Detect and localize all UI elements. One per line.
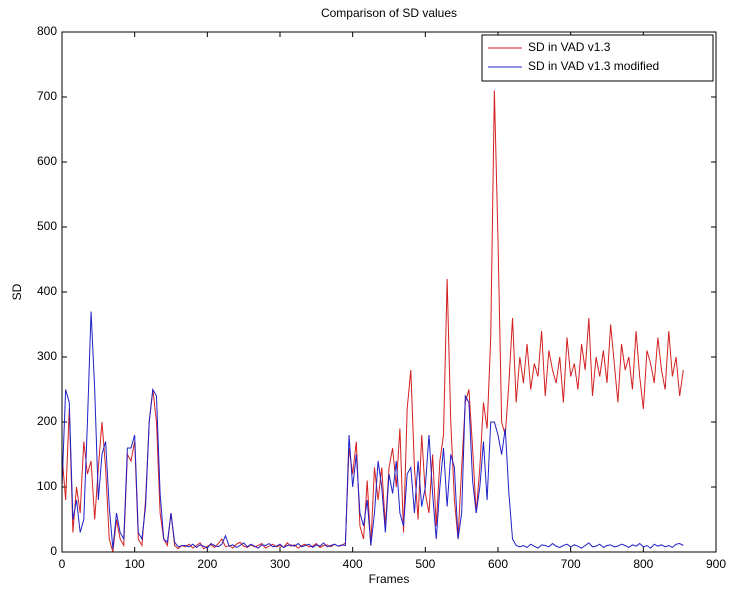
x-tick-label: 300 [270, 557, 290, 571]
chart-title: Comparison of SD values [321, 6, 457, 20]
y-tick-label: 700 [37, 89, 57, 103]
y-tick-label: 600 [37, 154, 57, 168]
x-tick-label: 800 [633, 557, 653, 571]
y-tick-label: 800 [37, 24, 57, 38]
y-tick-label: 200 [37, 414, 57, 428]
x-tick-label: 200 [197, 557, 217, 571]
x-tick-label: 400 [343, 557, 363, 571]
x-tick-label: 500 [415, 557, 435, 571]
x-tick-label: 0 [59, 557, 66, 571]
x-axis-label: Frames [369, 572, 410, 586]
y-tick-label: 300 [37, 349, 57, 363]
legend-label: SD in VAD v1.3 [528, 40, 611, 54]
y-tick-label: 500 [37, 219, 57, 233]
legend-label: SD in VAD v1.3 modified [528, 59, 659, 73]
series-line [61, 90, 684, 553]
series-line [61, 311, 684, 549]
legend-box [481, 34, 714, 82]
x-tick-label: 100 [125, 557, 145, 571]
y-tick-label: 100 [37, 479, 57, 493]
x-tick-label: 900 [706, 557, 726, 571]
plot-frame [61, 31, 717, 553]
x-tick-label: 600 [488, 557, 508, 571]
y-axis-label: SD [10, 283, 24, 300]
y-tick-label: 0 [50, 544, 57, 558]
x-tick-label: 700 [561, 557, 581, 571]
y-tick-label: 400 [37, 284, 57, 298]
